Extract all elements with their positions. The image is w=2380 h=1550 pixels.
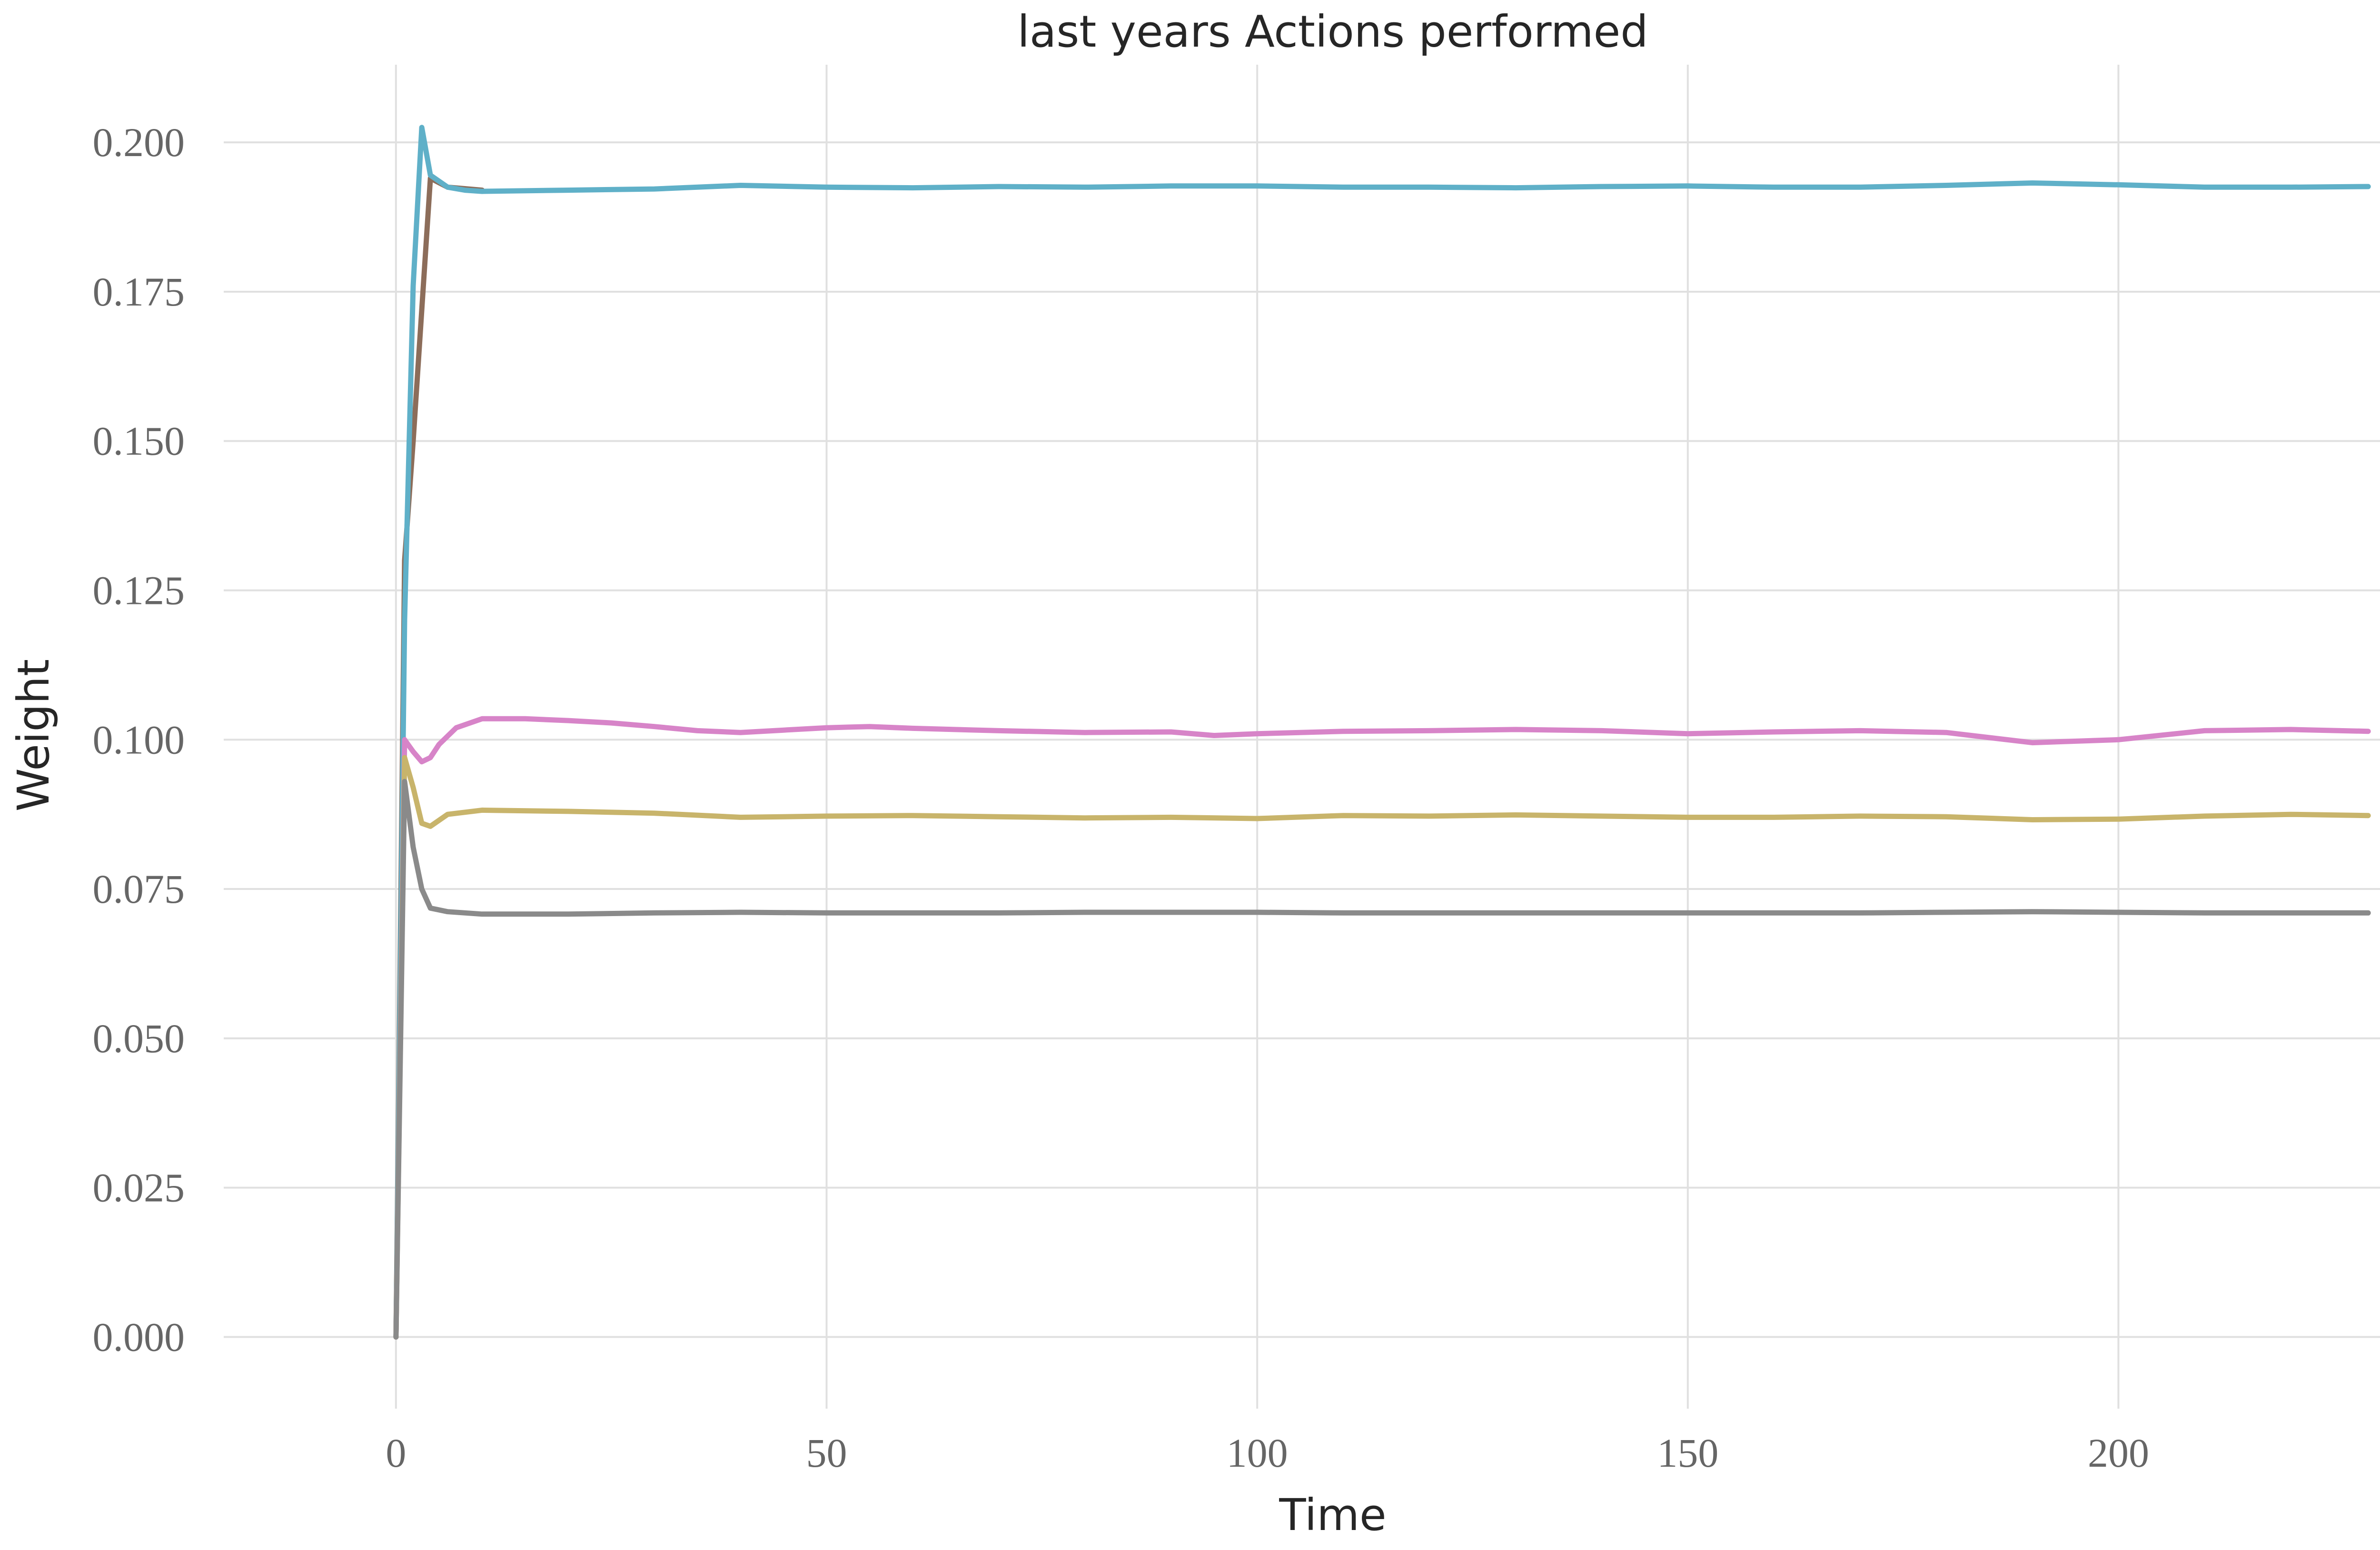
series-line-4 [393,755,2371,1340]
x-tick-label: 100 [1227,1430,1288,1476]
series-layer [393,125,2371,1340]
series-line-3 [393,716,2371,1340]
grid-layer [224,65,2380,1409]
x-tick-label: 0 [386,1430,406,1476]
series-line-5 [393,779,2371,1340]
y-axis-label: Weight [8,659,59,812]
y-tick-label: 0.200 [93,119,185,165]
chart-title: last years Actions performed [1017,6,1648,57]
y-tick-label: 0.075 [93,866,185,912]
x-tick-label: 150 [1657,1430,1718,1476]
y-tick-label: 0.100 [93,717,185,762]
y-tick-label: 0.150 [93,418,185,464]
y-tick-label: 0.175 [93,269,185,315]
y-tick-label: 0.125 [93,567,185,613]
x-tick-label: 200 [2088,1430,2149,1476]
y-tick-label: 0.025 [93,1165,185,1211]
x-axis-label: Time [1279,1490,1386,1540]
series-line-2 [393,125,2371,1340]
y-tick-label: 0.000 [93,1314,185,1360]
tick-layer: 0.000 0.025 0.050 0.075 0.100 0.125 0.150 0.175… [93,119,2149,1476]
x-tick-label: 50 [806,1430,847,1476]
y-tick-label: 0.050 [93,1016,185,1061]
